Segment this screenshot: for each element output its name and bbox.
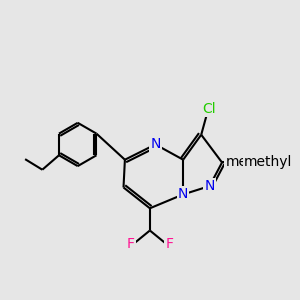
Text: N: N — [178, 188, 188, 201]
Text: methyl: methyl — [243, 155, 292, 170]
Text: F: F — [165, 237, 173, 251]
Text: N: N — [204, 179, 215, 193]
Text: Cl: Cl — [202, 102, 215, 116]
Text: methyl: methyl — [226, 155, 274, 169]
Text: F: F — [126, 237, 134, 251]
Text: N: N — [150, 137, 161, 152]
